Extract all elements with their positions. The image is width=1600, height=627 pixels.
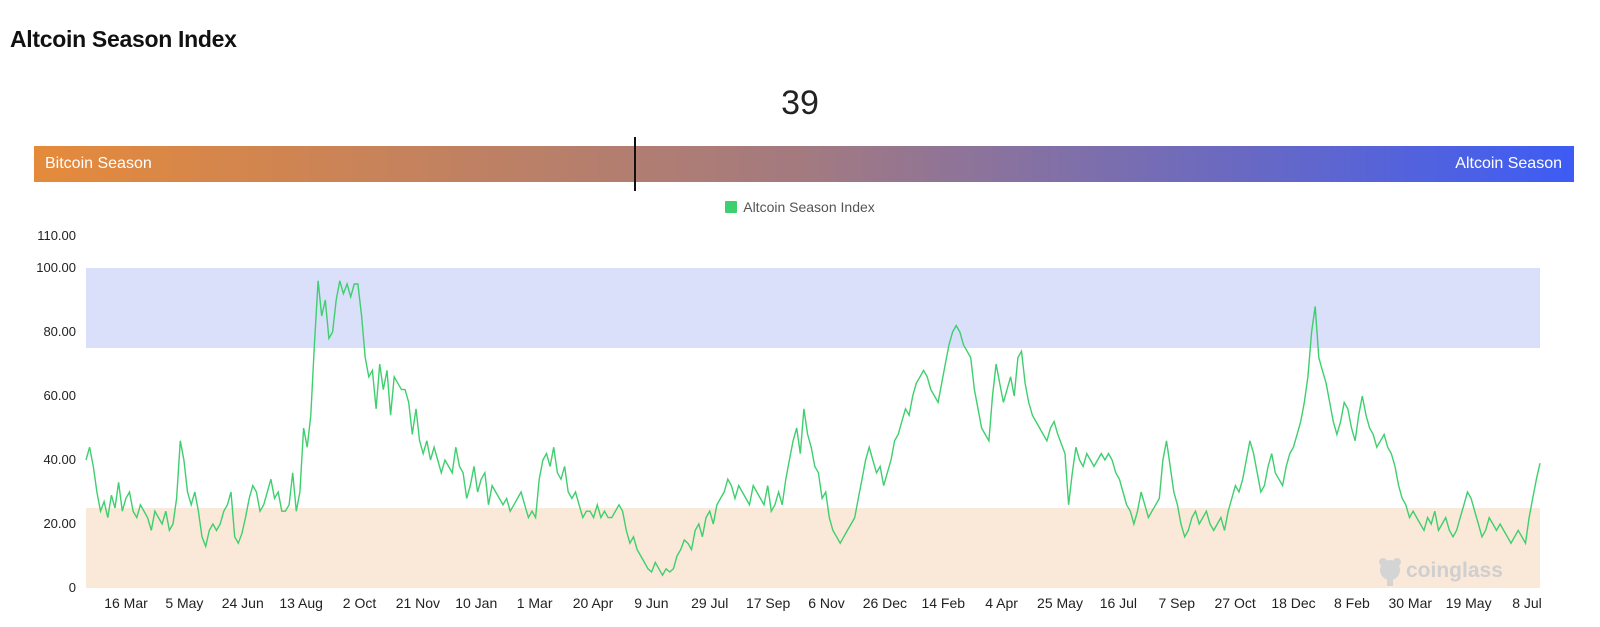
y-tick-label: 0: [69, 580, 76, 595]
y-tick-label: 60.00: [43, 388, 76, 403]
current-value-marker: [633, 137, 636, 191]
altcoin-season-label: Altcoin Season: [1455, 155, 1562, 172]
x-tick-label: 24 Jun: [222, 595, 264, 611]
x-tick-label: 16 Jul: [1100, 595, 1137, 611]
y-tick-label: 100.00: [36, 260, 76, 275]
x-tick-label: 7 Sep: [1158, 595, 1195, 611]
x-tick-label: 5 May: [165, 595, 203, 611]
x-tick-label: 2 Oct: [343, 595, 377, 611]
y-tick-label: 20.00: [43, 516, 76, 531]
x-tick-label: 4 Apr: [985, 595, 1018, 611]
x-tick-label: 30 Mar: [1388, 595, 1432, 611]
x-tick-label: 8 Jul: [1512, 595, 1542, 611]
coinglass-logo-icon: [1379, 558, 1401, 586]
watermark-text: coinglass: [1406, 559, 1503, 582]
x-tick-label: 26 Dec: [863, 595, 907, 611]
season-gradient: [34, 146, 1574, 182]
legend-swatch-icon: [725, 201, 738, 213]
x-tick-label: 21 Nov: [396, 595, 440, 611]
y-axis-ticks: 0 20.00 40.00 60.00 80.00 100.00 110.00: [36, 228, 76, 595]
x-tick-label: 9 Jun: [634, 595, 668, 611]
x-tick-label: 25 May: [1037, 595, 1083, 611]
bitcoin-season-label: Bitcoin Season: [45, 155, 152, 172]
x-tick-label: 13 Aug: [279, 595, 323, 611]
x-tick-label: 27 Oct: [1215, 595, 1256, 611]
season-gauge-bar: Bitcoin Season Altcoin Season: [34, 137, 1574, 191]
zone-band-1: [86, 508, 1540, 588]
x-tick-label: 14 Feb: [921, 595, 965, 611]
series-line-altcoin-season-index[interactable]: [85, 280, 1541, 577]
y-tick-label: 80.00: [43, 324, 76, 339]
zone-bands: [86, 268, 1540, 588]
x-tick-label: 18 Dec: [1271, 595, 1315, 611]
y-tick-label: 110.00: [37, 228, 76, 243]
x-tick-label: 17 Sep: [746, 595, 791, 611]
page-title: Altcoin Season Index: [10, 26, 237, 52]
x-tick-label: 29 Jul: [691, 595, 728, 611]
x-tick-label: 1 Mar: [517, 595, 553, 611]
zone-band-0: [86, 268, 1540, 348]
x-tick-label: 20 Apr: [573, 595, 614, 611]
x-tick-label: 16 Mar: [104, 595, 148, 611]
watermark: coinglass: [1379, 558, 1503, 586]
x-tick-label: 19 May: [1446, 595, 1492, 611]
x-tick-label: 10 Jan: [455, 595, 497, 611]
y-tick-label: 40.00: [43, 452, 76, 467]
current-index-value: 39: [781, 84, 819, 122]
legend-label: Altcoin Season Index: [743, 199, 875, 215]
chart-legend[interactable]: Altcoin Season Index: [0, 199, 1600, 215]
x-tick-label: 8 Feb: [1334, 595, 1370, 611]
x-tick-label: 6 Nov: [808, 595, 845, 611]
x-axis-ticks: 16 Mar 5 May 24 Jun 13 Aug 2 Oct 21 Nov 10 Jan…: [104, 595, 1542, 611]
